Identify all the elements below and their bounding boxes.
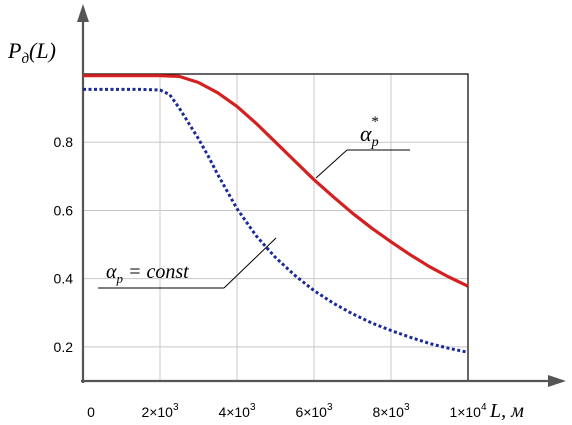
x-axis-arrow xyxy=(548,375,566,387)
grid xyxy=(83,74,468,381)
series-layer xyxy=(83,74,469,354)
y-tick-label: 0.8 xyxy=(54,134,74,150)
series-label-alpha-const-sub: p xyxy=(116,271,124,286)
series-label-alpha-star: αp * xyxy=(360,114,379,150)
series-label-leader-alpha-star xyxy=(315,149,348,179)
y-tick-label: 0.4 xyxy=(54,271,74,287)
y-axis-label-sub: д xyxy=(21,51,29,67)
series-label-alpha-star-sup: * xyxy=(371,114,379,130)
series-label-leader-alpha-const xyxy=(223,237,277,289)
plot-frame xyxy=(82,73,469,382)
x-tick-label: 2×103 xyxy=(141,402,179,420)
series-label-alpha-const-tail: = const xyxy=(123,261,189,283)
x-tick-label: 0 xyxy=(87,404,95,420)
series-label-alpha-const: αp = const xyxy=(106,261,189,286)
series-label-alpha-const-main: α xyxy=(106,261,117,283)
x-tick-label: 6×103 xyxy=(295,402,333,420)
series-line-0 xyxy=(83,74,469,288)
y-tick-label: 0.6 xyxy=(54,202,74,218)
y-axis-label-arg: (L) xyxy=(29,38,56,63)
x-tick-label: 8×103 xyxy=(372,402,410,420)
series-line-1 xyxy=(83,87,469,354)
axes xyxy=(77,4,566,387)
y-axis-arrow xyxy=(77,4,89,22)
series-label-alpha-star-sub: p xyxy=(371,135,379,150)
tick-labels: 0.2 0.4 0.6 0.8 0 2×103 4×103 6×103 8×103 1×104 xyxy=(54,134,487,420)
y-axis-label: Pд(L) xyxy=(7,38,56,67)
x-tick-label: 1×104 xyxy=(449,402,487,420)
x-axis-label: L, м xyxy=(489,400,524,422)
x-tick-label: 4×103 xyxy=(218,402,256,420)
y-axis-label-main: P xyxy=(7,38,21,63)
series-label-alpha-star-main: α xyxy=(360,121,372,146)
y-tick-label: 0.2 xyxy=(54,339,74,355)
